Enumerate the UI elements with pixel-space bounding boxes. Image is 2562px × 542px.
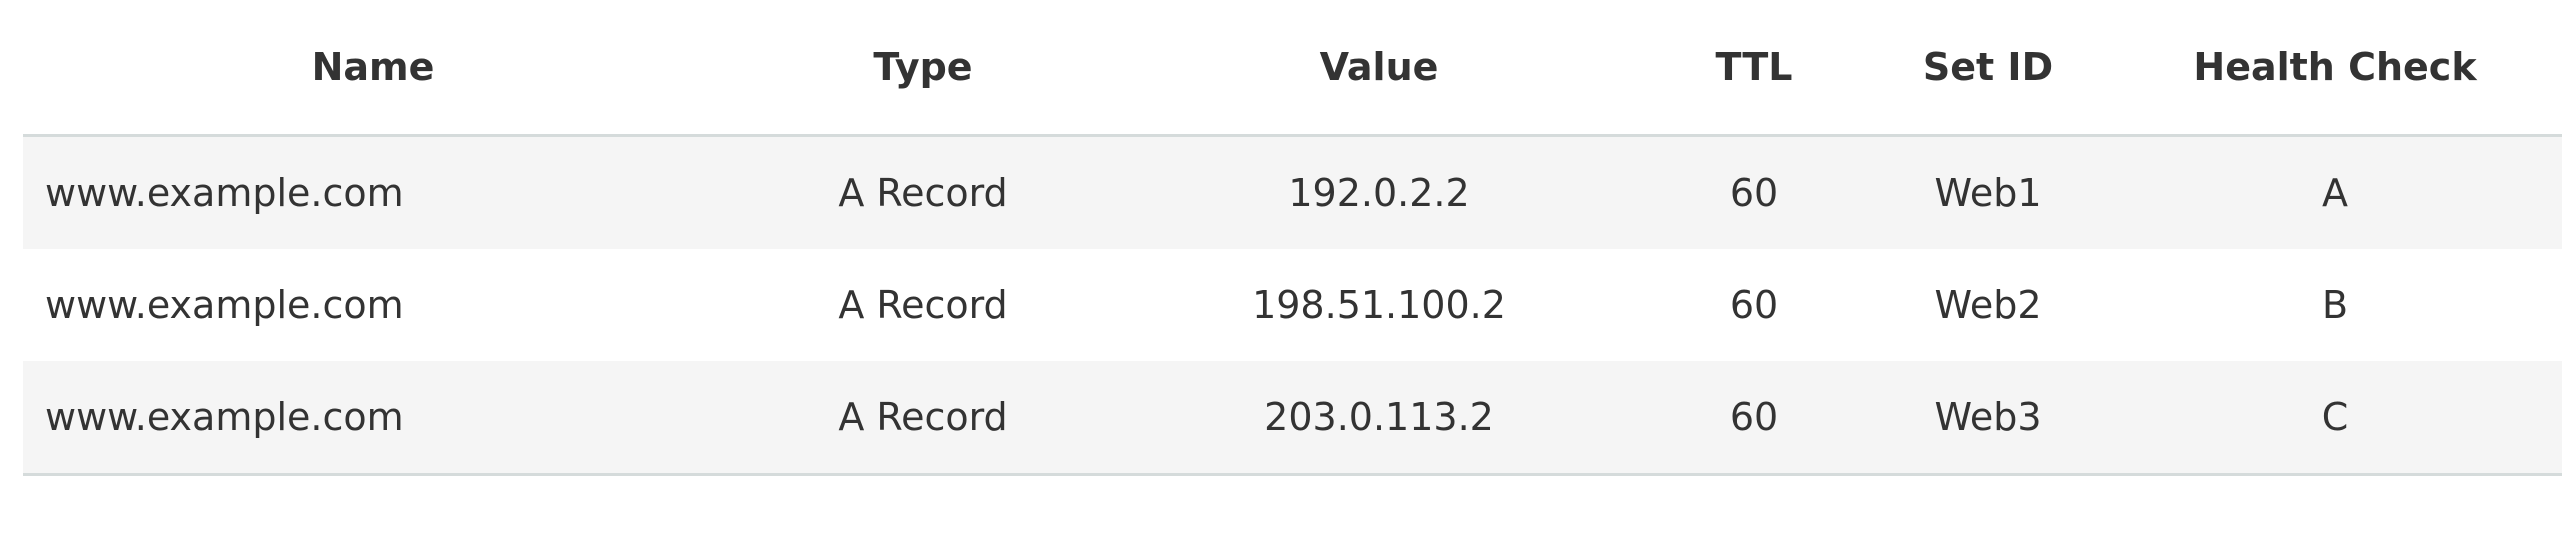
column-header-set-id: Set ID [1873, 0, 2103, 137]
column-header-value: Value [1123, 0, 1635, 137]
cell-type: A Record [723, 249, 1123, 361]
cell-name: www.example.com [23, 361, 723, 476]
cell-value: 198.51.100.2 [1123, 249, 1635, 361]
cell-set-id: Web2 [1873, 249, 2103, 361]
column-header-health-check: Health Check [2103, 0, 2562, 137]
column-header-name: Name [23, 0, 723, 137]
records-table-container: Name Type Value TTL Set ID Health Check … [23, 0, 2562, 476]
table-row: www.example.com A Record 203.0.113.2 60 … [23, 361, 2562, 476]
column-header-ttl: TTL [1635, 0, 1873, 137]
cell-health-check: B [2103, 249, 2562, 361]
table-header-row: Name Type Value TTL Set ID Health Check [23, 0, 2562, 137]
cell-type: A Record [723, 361, 1123, 476]
cell-ttl: 60 [1635, 249, 1873, 361]
cell-health-check: C [2103, 361, 2562, 476]
table-row: www.example.com A Record 192.0.2.2 60 We… [23, 135, 2562, 249]
cell-set-id: Web1 [1873, 135, 2103, 249]
cell-name: www.example.com [23, 249, 723, 361]
column-header-type: Type [723, 0, 1123, 137]
cell-health-check: A [2103, 135, 2562, 249]
table-row: www.example.com A Record 198.51.100.2 60… [23, 249, 2562, 361]
cell-ttl: 60 [1635, 361, 1873, 476]
cell-name: www.example.com [23, 135, 723, 249]
records-table: Name Type Value TTL Set ID Health Check … [23, 0, 2562, 476]
cell-value: 192.0.2.2 [1123, 135, 1635, 249]
cell-ttl: 60 [1635, 135, 1873, 249]
cell-value: 203.0.113.2 [1123, 361, 1635, 476]
cell-set-id: Web3 [1873, 361, 2103, 476]
cell-type: A Record [723, 135, 1123, 249]
